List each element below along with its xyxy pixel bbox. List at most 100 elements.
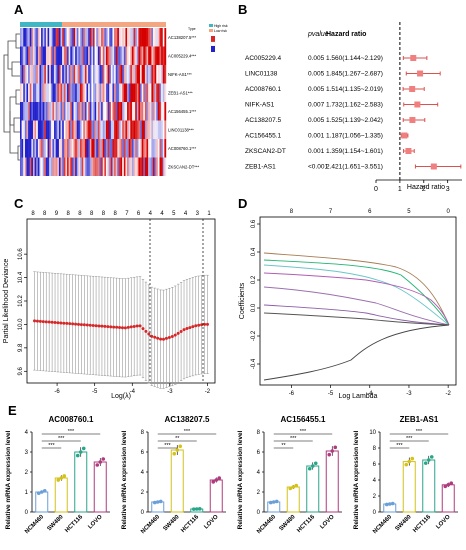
lasso-path-6 (263, 304, 450, 326)
heatmap-cell (75, 46, 77, 65)
heatmap-cell (110, 102, 113, 121)
heatmap-cell (50, 46, 53, 65)
heatmap-cell (73, 28, 76, 47)
forest-row: NIFK-AS1 0.007 1.732(1.162~2.583) (245, 101, 439, 109)
heatmap-cell (57, 120, 60, 139)
heatmap-cell (99, 120, 102, 139)
bar-dot (42, 489, 47, 493)
heatmap-gene-label: LINC01138*** (168, 127, 194, 132)
heatmap-cell (153, 65, 155, 84)
heatmap-cell (71, 157, 74, 176)
heatmap-cell (156, 65, 159, 84)
heatmap-cell (109, 28, 112, 47)
heatmap-cell (47, 65, 50, 84)
heatmap-cell (162, 139, 165, 158)
heatmap-cell (89, 46, 92, 65)
bar (402, 461, 416, 513)
heatmap-cell (143, 157, 146, 176)
heatmap-cell (83, 65, 86, 84)
heatmap-cell (45, 28, 48, 47)
heatmap-cell (149, 65, 152, 84)
heatmap-cell (136, 139, 139, 158)
forest-gene-label: AC138207.5 (245, 117, 282, 124)
bar-y-tick-label: 2 (257, 490, 261, 496)
bar-dot (95, 463, 100, 467)
heatmap-cell (107, 120, 110, 139)
cv-x-tick-label: -5 (92, 389, 98, 395)
bar-dot (271, 500, 276, 504)
sig-label: *** (416, 429, 423, 435)
heatmap-cell (122, 65, 125, 84)
heatmap-cell (112, 83, 115, 102)
heatmap-cell (58, 139, 61, 158)
heatmap-cell (70, 46, 73, 65)
forest-x-label: Hazard ratio (407, 184, 445, 191)
cv-point (47, 320, 51, 324)
heatmap-cell (143, 28, 146, 47)
heatmap-cell (37, 83, 40, 102)
heatmap-cell (91, 65, 94, 84)
heatmap-cell (159, 139, 162, 158)
cv-point (76, 322, 80, 326)
heatmap-cell (41, 28, 43, 47)
heatmap-cell (55, 46, 58, 65)
heatmap-cell (83, 83, 86, 102)
heatmap-cell (60, 120, 63, 139)
cv-point (167, 335, 171, 339)
cv-point (91, 323, 95, 327)
bar-y-label: Relative mRNA expression level (121, 430, 128, 529)
heatmap-cell (57, 65, 60, 84)
heatmap-cell (75, 139, 77, 158)
heatmap-cell (65, 102, 68, 121)
forest-hr-text: 1.359(1.154~1.601) (326, 148, 383, 155)
heatmap-cell (93, 139, 95, 158)
heatmap-cell (141, 102, 144, 121)
bar-dot (211, 480, 216, 484)
heatmap-cell (31, 65, 34, 84)
heatmap-cell (49, 46, 52, 65)
heatmap-cell (23, 46, 26, 65)
heatmap-cell (28, 139, 30, 158)
heatmap-cell (144, 102, 147, 121)
heatmap-cell (78, 120, 81, 139)
heatmap-cell (101, 157, 103, 176)
bar-chart: AC156455.1 Relative mRNA expression level… (237, 415, 342, 535)
heatmap-cell (140, 157, 142, 176)
heatmap-cell (34, 120, 37, 139)
heatmap-cell (50, 65, 53, 84)
heatmap-cell (80, 120, 82, 139)
forest-hr-text: 1.845(1.267~2.687) (326, 71, 383, 78)
heatmap-cell (78, 157, 81, 176)
heatmap-cell (80, 46, 82, 65)
heatmap-cell (45, 83, 48, 102)
heatmap-cell (112, 28, 115, 47)
heatmap-cell (73, 46, 76, 65)
cv-point (94, 324, 98, 328)
heatmap-cell (107, 157, 110, 176)
cv-point (100, 324, 104, 328)
heatmap-cell (138, 65, 141, 84)
heatmap-cell (114, 28, 116, 47)
heatmap-cell (105, 102, 108, 121)
heatmap-cell (97, 65, 100, 84)
heatmap-cell (83, 102, 86, 121)
heatmap-cell (148, 46, 150, 65)
heatmap-cell (128, 139, 131, 158)
legend-type-label: Type (188, 27, 196, 31)
heatmap-cell (44, 139, 47, 158)
heatmap-cell (109, 102, 112, 121)
heatmap-cell (120, 139, 123, 158)
heatmap-cell (41, 83, 43, 102)
bar-dot (443, 484, 448, 489)
heatmap-cell (84, 120, 87, 139)
heatmap-cell (29, 120, 32, 139)
bar-y-tick-label: 3 (25, 450, 29, 456)
heatmap-cell (24, 157, 27, 176)
heatmap-cell (68, 28, 71, 47)
heatmap-cell (71, 28, 74, 47)
bar-category-label: HCT116 (180, 514, 200, 534)
heatmap-cell (36, 65, 39, 84)
heatmap-cell (153, 102, 155, 121)
heatmap-cell (148, 120, 150, 139)
heatmap-cell (89, 83, 92, 102)
